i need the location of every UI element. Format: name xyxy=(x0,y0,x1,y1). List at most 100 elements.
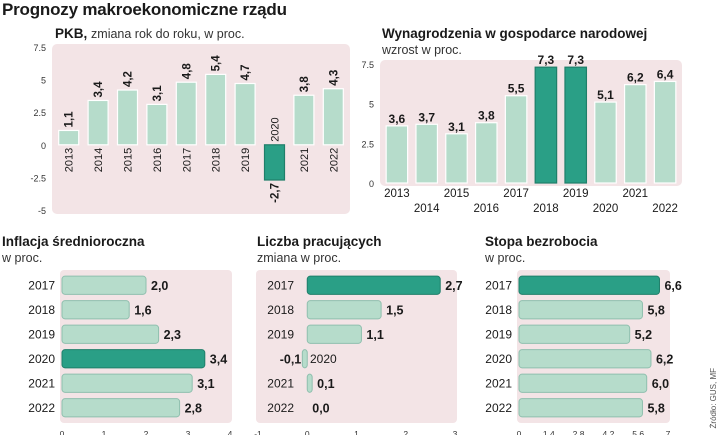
x-tick-label: 2021 xyxy=(299,148,311,172)
inflacja-panel: Inflacja średnioroczna w proc. 0 1 2 3 4 2017… xyxy=(0,232,240,435)
bar xyxy=(594,101,617,184)
x-tick-label: 2020 xyxy=(593,203,619,215)
data-label: 5,4 xyxy=(211,55,223,72)
y-tick-label: 2022 xyxy=(485,401,512,415)
pkb-subtitle: zmiana rok do roku, w proc. xyxy=(91,27,245,41)
x-tick-label: 2017 xyxy=(503,188,529,200)
bar xyxy=(518,324,631,344)
pkb-title: PKB, zmiana rok do roku, w proc. xyxy=(55,26,245,41)
data-label: 4,7 xyxy=(240,65,252,81)
wynagrodzenia-chart: 0 2.5 5 7.5 3,6 2013 3,7 2014 3,1 2015 3,8 2016 5,5 2… xyxy=(361,53,682,215)
bar xyxy=(61,300,130,320)
y-tick-label: 2021 xyxy=(267,376,294,390)
bar xyxy=(623,84,647,184)
x-tick-label: 5.6 xyxy=(632,429,644,435)
data-label: 6,2 xyxy=(627,71,644,85)
x-tick-label: 2015 xyxy=(444,188,470,200)
bar xyxy=(564,66,588,184)
x-tick-label: 3 xyxy=(453,429,458,435)
bar xyxy=(116,89,139,146)
bar xyxy=(322,88,344,146)
data-label: 5,8 xyxy=(647,401,664,415)
y-tick-label: -5 xyxy=(38,206,46,216)
bar xyxy=(504,95,528,184)
x-tick-label: 0 xyxy=(517,429,522,435)
x-tick-label: 0 xyxy=(60,429,65,435)
bar xyxy=(146,103,168,146)
data-label: 5,8 xyxy=(647,303,664,317)
y-tick-label: 7.5 xyxy=(361,60,374,70)
bar xyxy=(306,324,362,344)
pracujacy-chart: -1 0 1 2 3 2017 2,7 2018 1,5 2019 1,1 2020 -0,1 2021 0… xyxy=(254,270,463,435)
x-tick-label: 2018 xyxy=(211,148,223,172)
pkb-panel: PKB, zmiana rok do roku, w proc. -5 -2.5 0… xyxy=(0,24,360,224)
y-tick-label: 2019 xyxy=(485,327,512,341)
y-tick-label: 5 xyxy=(41,76,46,86)
data-label: 2,0 xyxy=(151,279,168,293)
data-label: 4,8 xyxy=(181,63,193,80)
x-tick-label: 2 xyxy=(403,429,408,435)
data-label: 2,8 xyxy=(185,401,202,415)
data-label: 2,3 xyxy=(164,328,181,342)
pracujacy-title: Liczba pracujących xyxy=(257,234,382,249)
inflacja-title: Inflacja średnioroczna xyxy=(2,234,145,249)
inflacja-chart: 0 1 2 3 4 2017 2,0 2018 1,6 2019 2,3 2020 3,4 2021 3,1… xyxy=(28,270,233,435)
bar xyxy=(205,73,227,146)
y-tick-label: 2.5 xyxy=(361,139,374,149)
x-tick-label: 2017 xyxy=(181,148,193,172)
bezrobocie-subtitle: w proc. xyxy=(485,251,526,265)
data-label: 3,4 xyxy=(210,352,227,366)
bar xyxy=(61,398,181,418)
x-tick-label: 2.8 xyxy=(573,429,585,435)
data-label: 3,4 xyxy=(93,81,105,98)
bar xyxy=(518,398,643,418)
x-tick-label: 2019 xyxy=(563,188,589,200)
data-label: 3,8 xyxy=(299,76,311,93)
data-label: 4,3 xyxy=(328,70,340,86)
bar xyxy=(61,349,206,369)
x-tick-label: 2013 xyxy=(384,188,410,200)
data-label: 0,1 xyxy=(317,377,334,391)
bar xyxy=(518,349,652,369)
y-tick-label: 2022 xyxy=(267,401,294,415)
data-label: -0,1 xyxy=(280,352,302,366)
y-tick-label: 2020 xyxy=(28,352,55,366)
y-tick-label: 0 xyxy=(41,141,46,151)
data-label: 3,1 xyxy=(448,120,465,134)
bar xyxy=(518,373,648,393)
data-label: 1,1 xyxy=(366,328,383,342)
x-tick-label: 0 xyxy=(305,429,310,435)
data-label: 6,2 xyxy=(656,352,673,366)
x-tick-label: 2014 xyxy=(414,203,440,215)
bezrobocie-chart: 0 1.4 2.8 4.2 5.6 7 2017 6,6 2018 5,8 2019 5,2 2020 6… xyxy=(485,270,682,435)
bar xyxy=(518,300,643,320)
data-label: 3,8 xyxy=(478,109,495,123)
y-tick-label: 2018 xyxy=(28,303,55,317)
bar xyxy=(58,129,80,146)
x-tick-label: 1.4 xyxy=(543,429,555,435)
y-tick-label: 2018 xyxy=(267,303,294,317)
data-label: 6,6 xyxy=(664,279,681,293)
x-tick-label: 2020 xyxy=(270,117,282,141)
y-tick-label: 2019 xyxy=(28,327,55,341)
x-tick-label: 1 xyxy=(102,429,107,435)
data-label: 7,3 xyxy=(538,53,555,67)
data-label: 5,1 xyxy=(597,88,614,102)
x-tick-label: 2015 xyxy=(123,148,135,172)
y-tick-label: 2017 xyxy=(267,278,294,292)
y-tick-label: 2021 xyxy=(28,376,55,390)
pracujacy-panel: Liczba pracujących zmiana w proc. -1 0 1 2 3… xyxy=(250,232,470,435)
bar xyxy=(653,80,677,184)
wynagrodzenia-panel: Wynagrodzenia w gospodarce narodowej wzr… xyxy=(360,24,700,224)
data-label: 3,6 xyxy=(389,112,406,126)
data-label: 1,5 xyxy=(386,303,403,317)
bar xyxy=(87,99,109,146)
x-tick-label: 2022 xyxy=(328,148,340,172)
x-tick-label: 2013 xyxy=(64,148,76,172)
wynagrodzenia-title: Wynagrodzenia w gospodarce narodowej xyxy=(382,26,648,41)
bar xyxy=(61,275,147,295)
y-tick-label: 2.5 xyxy=(33,108,46,118)
bar xyxy=(306,373,313,393)
data-label: 5,2 xyxy=(635,328,652,342)
x-tick-label: 2014 xyxy=(93,148,105,172)
